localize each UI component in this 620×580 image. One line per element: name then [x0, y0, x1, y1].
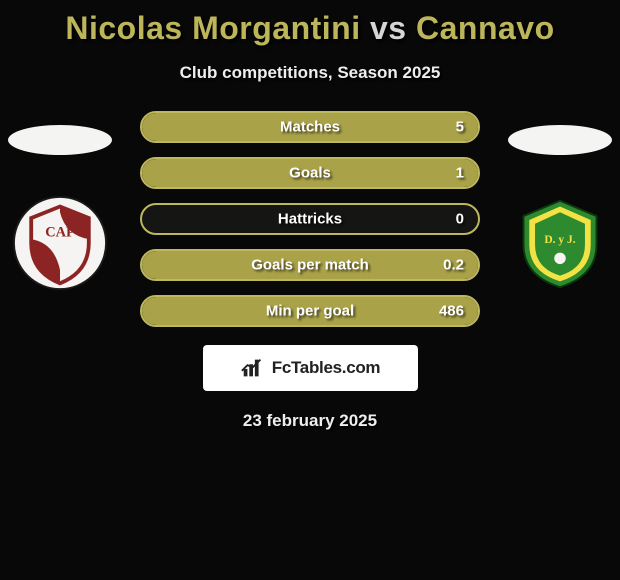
- vs-text: vs: [370, 10, 407, 46]
- stat-label: Min per goal: [266, 303, 354, 320]
- bar-chart-icon: [240, 357, 266, 379]
- stat-value: 0.2: [443, 257, 464, 274]
- stat-label: Hattricks: [278, 211, 342, 228]
- stat-label: Goals per match: [251, 257, 369, 274]
- stat-label: Matches: [280, 119, 340, 136]
- shield-icon: D. y J.: [512, 195, 608, 291]
- svg-text:D. y J.: D. y J.: [544, 234, 575, 246]
- branding-text: FcTables.com: [272, 358, 381, 378]
- team-a-crest: CAP: [12, 195, 108, 291]
- comparison-date: 23 february 2025: [0, 411, 620, 431]
- player-a-silhouette: [8, 125, 112, 155]
- stat-value: 5: [456, 119, 464, 136]
- stat-row-min-per-goal: Min per goal 486: [140, 295, 480, 327]
- stat-row-goals: Goals 1: [140, 157, 480, 189]
- shield-icon: CAP: [12, 195, 108, 291]
- stat-row-hattricks: Hattricks 0: [140, 203, 480, 235]
- branding-badge[interactable]: FcTables.com: [203, 345, 418, 391]
- svg-text:CAP: CAP: [45, 224, 75, 240]
- page-title: Nicolas Morgantini vs Cannavo: [0, 0, 620, 47]
- stat-label: Goals: [289, 165, 331, 182]
- stat-value: 1: [456, 165, 464, 182]
- stat-row-goals-per-match: Goals per match 0.2: [140, 249, 480, 281]
- player-b-silhouette: [508, 125, 612, 155]
- stat-value: 0: [456, 211, 464, 228]
- left-column: CAP: [0, 125, 120, 291]
- player-a-name: Nicolas Morgantini: [65, 10, 360, 46]
- right-column: D. y J.: [500, 125, 620, 291]
- stats-panel: Matches 5 Goals 1 Hattricks 0 Goals per …: [140, 111, 480, 327]
- stat-value: 486: [439, 303, 464, 320]
- team-b-crest: D. y J.: [512, 195, 608, 291]
- stat-row-matches: Matches 5: [140, 111, 480, 143]
- player-b-name: Cannavo: [416, 10, 555, 46]
- subtitle: Club competitions, Season 2025: [0, 63, 620, 83]
